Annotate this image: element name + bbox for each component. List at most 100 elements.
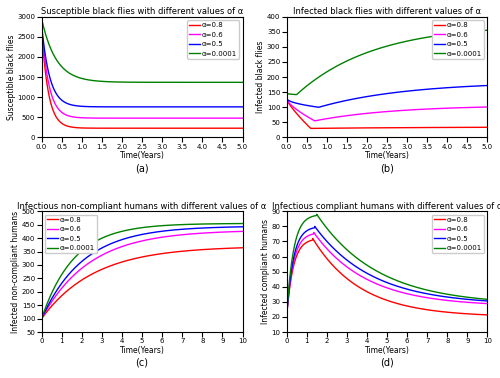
Title: Susceptible black flies with different values of α: Susceptible black flies with different v… — [41, 7, 243, 16]
α=0.6 — [38, 25, 44, 29]
Line: α=0.5: α=0.5 — [42, 227, 242, 319]
α=0.8 — [240, 245, 246, 250]
α=0.0001 — [376, 46, 382, 51]
α=0.6 — [284, 314, 290, 319]
Line: α=0.5: α=0.5 — [42, 25, 242, 107]
α=0.5 — [294, 244, 300, 248]
α=0.5 — [479, 84, 485, 88]
α=0.0001 — [131, 226, 137, 231]
α=0.0001 — [442, 33, 448, 37]
α=0.5 — [484, 83, 490, 88]
α=0.5 — [376, 277, 382, 282]
α=0.8 — [478, 312, 484, 317]
α=0.5 — [284, 314, 290, 319]
α=0.5 — [240, 225, 246, 229]
α=0.8 — [310, 236, 316, 241]
α=0.5 — [136, 233, 142, 237]
α=0.8 — [479, 125, 485, 130]
X-axis label: Time(Years): Time(Years) — [364, 345, 410, 355]
Line: α=0.0001: α=0.0001 — [42, 223, 242, 319]
α=0.5 — [382, 91, 388, 96]
α=0.8 — [136, 255, 142, 260]
α=0.6 — [478, 105, 484, 109]
α=0.0001 — [314, 212, 320, 217]
α=0.6 — [382, 110, 388, 114]
Legend: α=0.8, α=0.6, α=0.5, α=0.0001: α=0.8, α=0.6, α=0.5, α=0.0001 — [432, 215, 484, 253]
α=0.0001 — [38, 316, 44, 321]
α=0.5 — [49, 296, 55, 301]
α=0.8 — [49, 104, 55, 109]
Title: Infected black flies with different values of α: Infected black flies with different valu… — [293, 7, 481, 16]
α=0.0001 — [234, 80, 239, 85]
α=0.5 — [234, 225, 239, 229]
α=0.0001 — [240, 221, 246, 226]
Title: Infectious non-compliant humans with different values of α: Infectious non-compliant humans with dif… — [18, 201, 266, 211]
α=0.6 — [479, 105, 485, 109]
α=0.5 — [442, 85, 448, 90]
α=0.8 — [376, 125, 382, 130]
Line: α=0.0001: α=0.0001 — [286, 214, 488, 317]
α=0.5 — [234, 105, 239, 109]
α=0.5 — [478, 298, 484, 303]
α=0.8 — [284, 314, 290, 319]
α=0.6 — [376, 110, 382, 115]
α=0.6 — [442, 106, 448, 110]
α=0.8 — [442, 310, 448, 314]
α=0.8 — [38, 316, 44, 321]
α=0.8 — [294, 112, 300, 116]
α=0.0001 — [484, 297, 490, 302]
α=0.5 — [38, 316, 44, 321]
α=0.8 — [197, 126, 203, 130]
α=0.6 — [131, 241, 137, 245]
α=0.0001 — [234, 221, 239, 226]
α=0.8 — [136, 126, 142, 130]
α=0.5 — [38, 23, 44, 27]
α=0.8 — [49, 304, 55, 308]
α=0.0001 — [197, 222, 203, 226]
Line: α=0.6: α=0.6 — [42, 27, 242, 118]
Line: α=0.6: α=0.6 — [286, 99, 488, 121]
Line: α=0.6: α=0.6 — [42, 231, 242, 319]
α=0.5 — [136, 105, 142, 109]
α=0.5 — [484, 299, 490, 303]
α=0.6 — [234, 116, 239, 121]
Y-axis label: Infected non-compliant humans: Infected non-compliant humans — [12, 211, 20, 333]
α=0.5 — [382, 279, 388, 284]
Y-axis label: Infected compliant humans: Infected compliant humans — [261, 219, 270, 324]
α=0.6 — [234, 229, 239, 234]
α=0.8 — [234, 126, 239, 130]
α=0.8 — [131, 257, 137, 261]
α=0.0001 — [294, 92, 300, 97]
α=0.0001 — [479, 28, 485, 33]
α=0.0001 — [49, 49, 55, 53]
Legend: α=0.8, α=0.6, α=0.5, α=0.0001: α=0.8, α=0.6, α=0.5, α=0.0001 — [187, 20, 239, 59]
Text: (b): (b) — [380, 163, 394, 173]
α=0.6 — [38, 316, 44, 321]
α=0.6 — [240, 116, 246, 121]
α=0.0001 — [240, 80, 246, 85]
α=0.8 — [484, 125, 490, 130]
α=0.0001 — [49, 291, 55, 295]
α=0.0001 — [197, 80, 203, 85]
α=0.5 — [479, 298, 485, 303]
α=0.6 — [484, 301, 490, 306]
X-axis label: Time(Years): Time(Years) — [364, 151, 410, 160]
α=0.6 — [136, 116, 142, 121]
α=0.0001 — [478, 28, 484, 33]
α=0.0001 — [234, 221, 239, 226]
α=0.0001 — [294, 92, 300, 97]
α=0.8 — [382, 125, 388, 130]
α=0.5 — [197, 226, 203, 231]
α=0.5 — [49, 82, 55, 86]
α=0.5 — [442, 294, 448, 299]
α=0.6 — [479, 301, 485, 305]
α=0.6 — [484, 105, 490, 109]
α=0.6 — [312, 119, 318, 123]
α=0.8 — [478, 125, 484, 130]
α=0.0001 — [234, 80, 239, 85]
α=0.0001 — [382, 273, 388, 277]
α=0.8 — [382, 297, 388, 302]
α=0.0001 — [478, 297, 484, 301]
α=0.6 — [234, 116, 239, 121]
α=0.6 — [49, 93, 55, 98]
